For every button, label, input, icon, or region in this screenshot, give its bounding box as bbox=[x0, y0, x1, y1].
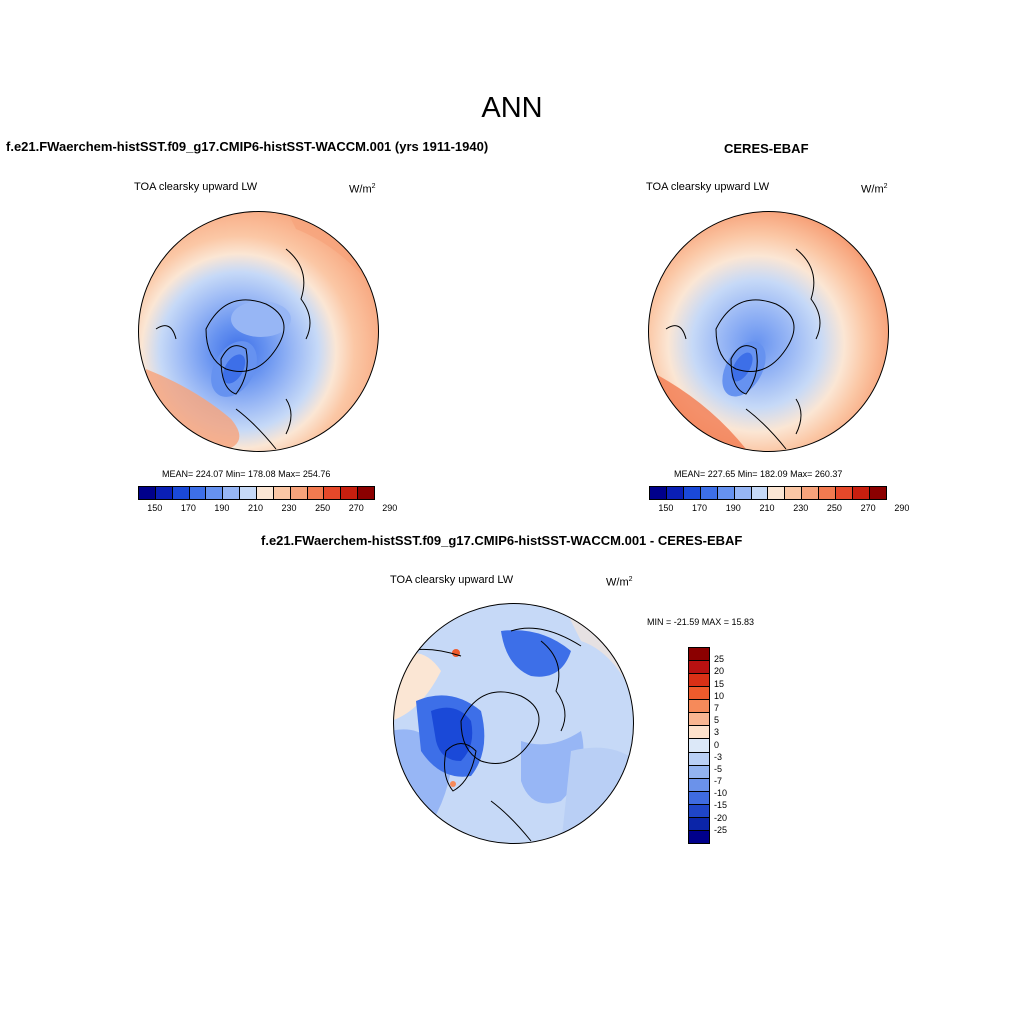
colorbar-tick-label: -15 bbox=[714, 800, 728, 811]
colorbar-swatch bbox=[689, 804, 709, 818]
panel1-colorbar bbox=[138, 486, 375, 500]
colorbar-swatch bbox=[324, 487, 342, 499]
colorbar-tick-label: -3 bbox=[714, 751, 723, 762]
colorbar-swatch bbox=[689, 791, 709, 805]
colorbar-tick-label: 230 bbox=[793, 503, 809, 513]
colorbar-swatch bbox=[223, 487, 241, 499]
panel2-variable-label: TOA clearsky upward LW bbox=[646, 181, 770, 193]
colorbar-swatch bbox=[358, 487, 375, 499]
colorbar-tick-label: 270 bbox=[860, 503, 876, 513]
colorbar-tick-label: 250 bbox=[315, 503, 331, 513]
colorbar-tick-label: 290 bbox=[382, 503, 398, 513]
diff-stats: MIN = -21.59 MAX = 15.83 bbox=[647, 617, 755, 627]
colorbar-tick-label: 190 bbox=[725, 503, 741, 513]
colorbar-swatch bbox=[853, 487, 870, 499]
colorbar-swatch bbox=[689, 661, 709, 675]
colorbar-swatch bbox=[768, 487, 786, 499]
colorbar-swatch bbox=[734, 487, 752, 499]
colorbar-tick-label: 20 bbox=[714, 666, 725, 677]
diff-variable-label: TOA clearsky upward LW bbox=[390, 574, 514, 586]
colorbar-swatch bbox=[689, 713, 709, 727]
colorbar-swatch bbox=[689, 700, 709, 714]
colorbar-swatch bbox=[689, 674, 709, 688]
panel1-polar-map bbox=[138, 211, 379, 452]
panel1-units-label: W/m2 bbox=[349, 183, 376, 196]
colorbar-swatch bbox=[689, 739, 709, 753]
colorbar-tick-label: 170 bbox=[692, 503, 708, 513]
colorbar-swatch bbox=[189, 487, 207, 499]
colorbar-swatch bbox=[689, 648, 709, 662]
colorbar-tick-label: 250 bbox=[826, 503, 842, 513]
diff-panel-title: f.e21.FWaerchem-histSST.f09_g17.CMIP6-hi… bbox=[261, 533, 743, 548]
panel2-colorbar bbox=[649, 486, 887, 500]
panel2-units-label: W/m2 bbox=[861, 183, 888, 196]
colorbar-tick-label: 7 bbox=[714, 702, 720, 713]
colorbar-tick-label: 25 bbox=[714, 654, 725, 665]
panel2-polar-map bbox=[648, 211, 889, 452]
colorbar-tick-label: -5 bbox=[714, 763, 723, 774]
colorbar-swatch bbox=[139, 487, 156, 499]
colorbar-swatch bbox=[751, 487, 769, 499]
colorbar-swatch bbox=[650, 487, 667, 499]
colorbar-swatch bbox=[172, 487, 190, 499]
colorbar-tick-label: 210 bbox=[759, 503, 775, 513]
colorbar-tick-label: 10 bbox=[714, 690, 725, 701]
colorbar-tick-label: 3 bbox=[714, 727, 720, 738]
panel1-stats: MEAN= 224.07 Min= 178.08 Max= 254.76 bbox=[162, 469, 331, 479]
colorbar-tick-label: -10 bbox=[714, 788, 728, 799]
diff-colorbar bbox=[688, 647, 710, 844]
colorbar-swatch bbox=[683, 487, 701, 499]
panel2-title: CERES-EBAF bbox=[724, 141, 809, 156]
colorbar-tick-label: 190 bbox=[214, 503, 230, 513]
colorbar-tick-label: 0 bbox=[714, 739, 720, 750]
colorbar-tick-label: 290 bbox=[894, 503, 910, 513]
colorbar-swatch bbox=[206, 487, 224, 499]
colorbar-swatch bbox=[257, 487, 274, 499]
diff-units-label: W/m2 bbox=[606, 576, 633, 589]
diff-polar-map bbox=[393, 603, 634, 844]
colorbar-swatch bbox=[802, 487, 820, 499]
panel1-title: f.e21.FWaerchem-histSST.f09_g17.CMIP6-hi… bbox=[6, 139, 489, 154]
colorbar-tick-label: -7 bbox=[714, 776, 723, 787]
panel1-variable-label: TOA clearsky upward LW bbox=[134, 181, 258, 193]
colorbar-tick-label: 270 bbox=[348, 503, 364, 513]
colorbar-tick-label: 210 bbox=[247, 503, 264, 513]
colorbar-swatch bbox=[341, 487, 359, 499]
colorbar-swatch bbox=[869, 487, 886, 499]
colorbar-swatch bbox=[785, 487, 803, 499]
colorbar-swatch bbox=[689, 817, 709, 831]
colorbar-swatch bbox=[717, 487, 735, 499]
colorbar-tick-label: 150 bbox=[147, 503, 163, 513]
colorbar-swatch bbox=[240, 487, 258, 499]
colorbar-swatch bbox=[666, 487, 684, 499]
colorbar-tick-label: 15 bbox=[714, 678, 725, 689]
colorbar-swatch bbox=[290, 487, 308, 499]
colorbar-swatch bbox=[689, 687, 709, 701]
colorbar-tick-label: 230 bbox=[281, 503, 297, 513]
colorbar-tick-label: 5 bbox=[714, 715, 720, 726]
colorbar-swatch bbox=[689, 752, 709, 766]
season-title: ANN bbox=[481, 92, 543, 124]
colorbar-swatch bbox=[307, 487, 325, 499]
colorbar-swatch bbox=[689, 778, 709, 792]
colorbar-tick-label: -20 bbox=[714, 812, 728, 823]
colorbar-swatch bbox=[836, 487, 854, 499]
colorbar-swatch bbox=[819, 487, 837, 499]
colorbar-tick-label: 150 bbox=[658, 503, 674, 513]
colorbar-swatch bbox=[700, 487, 718, 499]
colorbar-tick-label: 170 bbox=[180, 503, 196, 513]
panel2-stats: MEAN= 227.65 Min= 182.09 Max= 260.37 bbox=[674, 469, 843, 479]
colorbar-swatch bbox=[155, 487, 173, 499]
colorbar-swatch bbox=[689, 765, 709, 779]
colorbar-tick-label: -25 bbox=[714, 824, 728, 835]
colorbar-swatch bbox=[273, 487, 291, 499]
colorbar-swatch bbox=[689, 726, 709, 740]
colorbar-swatch bbox=[689, 830, 709, 843]
